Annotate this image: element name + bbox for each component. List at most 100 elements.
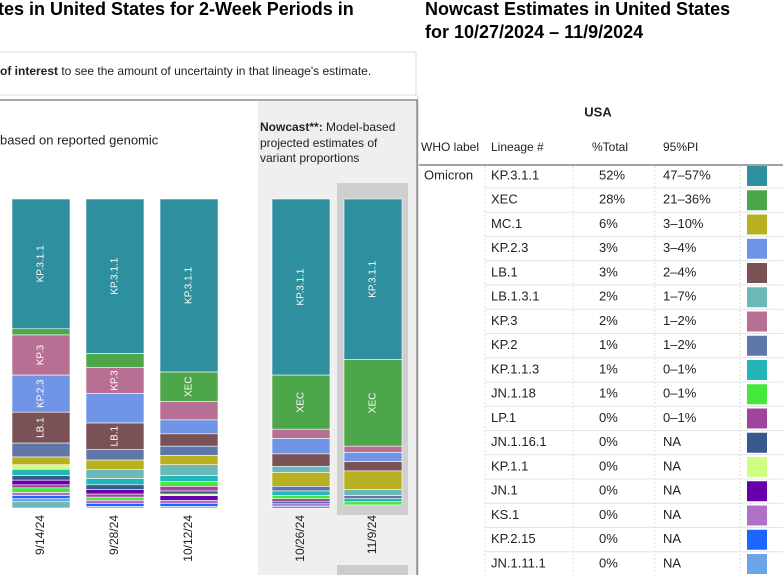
- bar-segment: [11, 374, 71, 413]
- nowcast-line: variant proportions: [260, 151, 359, 165]
- bar-segment: [85, 499, 145, 504]
- nowcast-line: Nowcast**: Model-based: [260, 120, 395, 134]
- lineage: KP.2.15: [491, 531, 536, 546]
- nowcast-line: projected estimates of: [260, 136, 378, 150]
- bar-segment: [271, 490, 331, 496]
- bar-segment: [271, 506, 331, 509]
- interval: NA: [663, 531, 681, 546]
- percent-total: 0%: [599, 434, 618, 449]
- bar-segment: [271, 472, 331, 487]
- segment-label: KP.2.3: [36, 379, 47, 408]
- interval: NA: [663, 434, 681, 449]
- percent-total: 0%: [599, 410, 618, 425]
- bar-segment: [159, 490, 219, 495]
- lineage: LB.1.3.1: [491, 289, 539, 304]
- swatch: [747, 335, 767, 356]
- bar-segment: [159, 464, 219, 476]
- bar-segment: [343, 359, 403, 447]
- bar-segment: [11, 479, 71, 486]
- bar-segment: [11, 484, 71, 489]
- bar-segment: [343, 501, 403, 506]
- interval: NA: [663, 555, 681, 570]
- swatch: [747, 214, 767, 235]
- lineage: KP.2: [491, 337, 518, 352]
- lineage: KP.1.1: [491, 458, 528, 473]
- right-title: Nowcast Estimates in United States: [425, 0, 730, 19]
- segment-label: XEC: [184, 376, 195, 397]
- bar-segment: [159, 445, 219, 456]
- bar-segment: [271, 486, 331, 492]
- date-label: 9/14/24: [33, 515, 47, 555]
- swatch: [747, 408, 767, 429]
- bar-segment: [11, 501, 71, 509]
- swatch: [747, 238, 767, 259]
- interval: 0–1%: [663, 386, 697, 401]
- interval: 21–36%: [663, 192, 711, 207]
- swatch: [747, 384, 767, 405]
- bar-segment: [159, 506, 219, 509]
- left-title: tes in United States for 2-Week Periods …: [0, 0, 354, 19]
- bar-segment: [11, 498, 71, 503]
- swatch: [747, 287, 767, 308]
- interval: 47–57%: [663, 167, 711, 182]
- interval: 1–7%: [663, 289, 697, 304]
- percent-total: 6%: [599, 216, 618, 231]
- bar-segment: [11, 334, 71, 376]
- percent-total: 1%: [599, 361, 618, 376]
- bar-segment: [11, 328, 71, 336]
- hint-box: [0, 51, 417, 96]
- segment-label: LB.1: [110, 425, 121, 446]
- bar-segment: [159, 455, 219, 466]
- bar-segment: [271, 374, 331, 430]
- bar-segment: [159, 433, 219, 447]
- nowcast-text: Model-based: [323, 120, 396, 134]
- bar-segment: [271, 465, 331, 473]
- percent-total: 0%: [599, 531, 618, 546]
- swatch: [747, 360, 767, 380]
- bar-segment: [85, 393, 145, 424]
- date-label: 10/26/24: [293, 515, 307, 562]
- segment-label: KP.3.1.1: [36, 245, 47, 283]
- percent-total: 0%: [599, 458, 618, 473]
- bar-segment: [271, 198, 331, 376]
- button[interactable]: [337, 565, 408, 575]
- bar-segment: [85, 484, 145, 490]
- swatch: [747, 505, 767, 526]
- bar-segment: [85, 506, 145, 509]
- percent-total: 1%: [599, 386, 618, 401]
- who-label: Omicron: [424, 167, 473, 182]
- segment-label: KP.3.1.1: [184, 267, 195, 305]
- lineage: LB.1: [491, 264, 518, 279]
- interval: NA: [663, 458, 681, 473]
- segment-label: KP.3.1.1: [368, 260, 379, 298]
- lineage: KP.3.1.1: [491, 167, 539, 182]
- percent-total: 28%: [599, 192, 625, 207]
- bar-segment: [85, 459, 145, 470]
- percent-total: 52%: [599, 167, 625, 182]
- swatch: [747, 554, 767, 574]
- column-header: 95%PI: [663, 140, 698, 154]
- bar-segment: [11, 442, 71, 458]
- date-label: 11/9/24: [365, 515, 379, 554]
- swatch: [747, 432, 767, 453]
- bar-segment: [271, 495, 331, 500]
- segment-label: KP.3: [36, 344, 47, 365]
- swatch: [747, 190, 767, 211]
- interval: 3–4%: [663, 240, 697, 255]
- bar-segment: [343, 461, 403, 472]
- nowcast-bold: Nowcast**:: [260, 120, 323, 134]
- bar-segment: [159, 475, 219, 483]
- hint-bold: of interest: [0, 64, 58, 78]
- bar-segment: [85, 493, 145, 498]
- bar-segment: [85, 503, 145, 507]
- segment-label: KP.3: [110, 370, 121, 391]
- bar-segment: [343, 198, 403, 360]
- percent-total: 1%: [599, 337, 618, 352]
- lineage: KP.1.1.3: [491, 361, 539, 376]
- percent-total: 3%: [599, 264, 618, 279]
- percent-total: 0%: [599, 507, 618, 522]
- interval: NA: [663, 483, 681, 498]
- hint-rest: to see the amount of uncertainty in that…: [58, 64, 371, 78]
- interval: 1–2%: [663, 337, 697, 352]
